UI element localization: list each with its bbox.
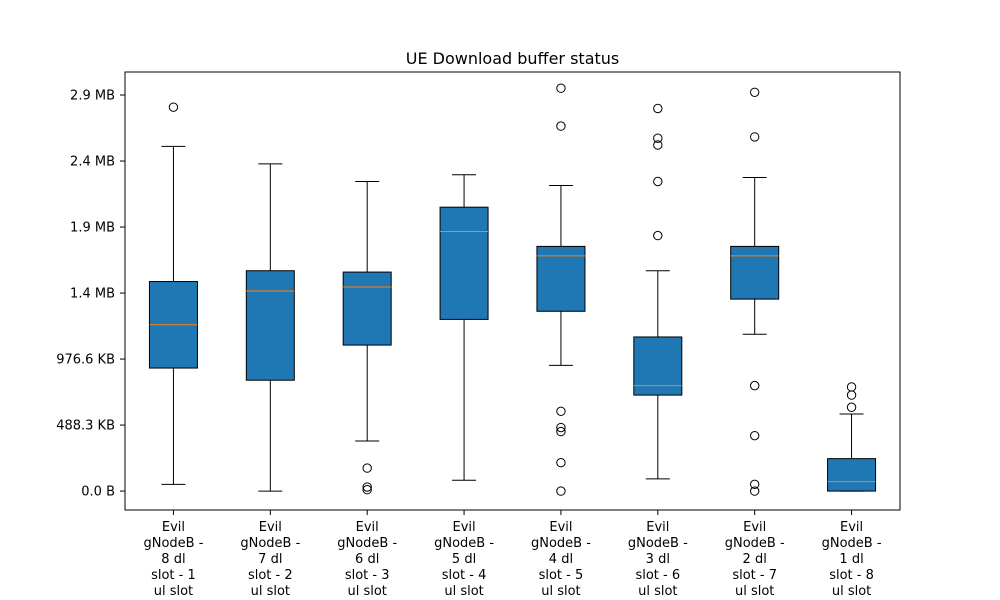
outlier-point [846, 402, 857, 412]
outlier-point [362, 482, 372, 492]
x-tick-label: gNodeB - [725, 536, 785, 551]
x-tick-label: Evil [162, 520, 185, 535]
y-tick-label: 976.6 KB [56, 353, 115, 368]
outlier-point [749, 430, 760, 441]
y-tick-label: 2.4 MB [70, 155, 115, 170]
x-tick-label: gNodeB - [240, 536, 300, 551]
x-tick-label: slot - 3 [345, 568, 390, 583]
x-tick-label: slot - 2 [248, 568, 293, 583]
outlier-point [556, 406, 566, 417]
x-tick-label: gNodeB - [337, 536, 397, 551]
x-tick-label: ul slot [444, 584, 483, 599]
x-tick-label: 6 dl [355, 552, 379, 567]
x-tick-label: ul slot [638, 584, 677, 599]
x-tick-label: Evil [743, 520, 766, 535]
x-tick-label: slot - 1 [151, 568, 196, 583]
outlier-point [556, 486, 566, 496]
outlier-point [362, 485, 372, 495]
x-tick-label: ul slot [735, 584, 774, 599]
x-tick-label: ul slot [347, 584, 386, 599]
x-tick-label: gNodeB - [822, 536, 882, 551]
axes-frame [124, 71, 901, 511]
x-tick-label: Evil [259, 520, 282, 535]
x-tick-label: 1 dl [839, 552, 863, 567]
chart-title: UE Download buffer status [406, 49, 620, 68]
x-tick-label: ul slot [154, 584, 193, 599]
x-tick-label: ul slot [541, 584, 580, 599]
x-tick-label: slot - 7 [732, 568, 777, 583]
plot-area: 0.0 B 488.3 KB 976.6 KB 1.4 MB 1.9 MB 2.4 MB 2… [56, 83, 882, 599]
x-tick-label: slot - 4 [442, 568, 487, 583]
outlier-point [653, 140, 663, 150]
y-tick-label: 2.9 MB [70, 89, 115, 104]
outlier-point [556, 121, 566, 131]
outlier-point [653, 230, 663, 241]
outlier-point [749, 479, 760, 490]
outlier-point [749, 380, 760, 391]
x-tick-label: Evil [356, 520, 379, 535]
outlier-point [653, 176, 663, 187]
x-tick-label: slot - 8 [829, 568, 874, 583]
outlier-point [556, 457, 566, 468]
outlier-point [749, 132, 760, 142]
x-tick-label: ul slot [832, 584, 871, 599]
x-tick-label: gNodeB - [434, 536, 494, 551]
y-tick-label: 0.0 B [81, 485, 115, 500]
outlier-point [556, 422, 566, 433]
outlier-point [749, 486, 760, 496]
x-tick-label: Evil [452, 520, 475, 535]
x-tick-label: 5 dl [452, 552, 476, 567]
x-tick-label: gNodeB - [531, 536, 591, 551]
y-tick-label: 488.3 KB [56, 419, 115, 434]
x-tick-label: gNodeB - [628, 536, 688, 551]
box [342, 271, 392, 346]
y-tick-label: 1.4 MB [70, 287, 115, 302]
outlier-point [556, 426, 566, 437]
y-tick-label: 1.9 MB [70, 221, 115, 236]
x-tick-label: Evil [840, 520, 863, 535]
box [827, 458, 877, 492]
box [536, 245, 586, 312]
x-tick-label: 2 dl [743, 552, 767, 567]
x-tick-label: Evil [646, 520, 669, 535]
x-tick-label: gNodeB - [143, 536, 203, 551]
x-tick-label: slot - 5 [539, 568, 584, 583]
box [245, 270, 295, 381]
x-tick-label: ul slot [251, 584, 290, 599]
x-tick-label: 3 dl [646, 552, 670, 567]
outlier-point [846, 390, 857, 400]
box [439, 206, 489, 320]
x-tick-label: 8 dl [161, 552, 185, 567]
outlier-point [653, 133, 663, 143]
x-tick-label: 4 dl [549, 552, 573, 567]
outlier-point [653, 103, 663, 114]
outlier-point [168, 102, 179, 112]
x-tick-label: slot - 6 [635, 568, 680, 583]
x-tick-label: 7 dl [258, 552, 282, 567]
outlier-point [749, 87, 760, 97]
box [730, 245, 780, 300]
outlier-point [362, 463, 372, 473]
outlier-point [556, 83, 566, 93]
x-tick-label: Evil [549, 520, 572, 535]
box [633, 336, 683, 396]
